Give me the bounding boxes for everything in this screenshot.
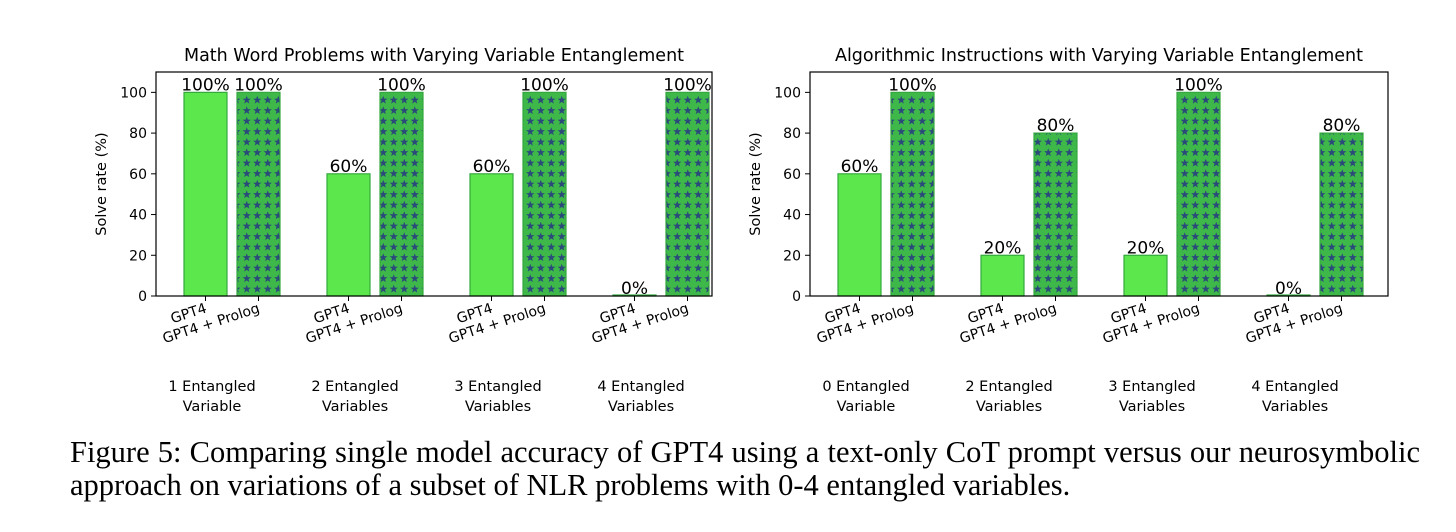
bar-gpt4-prolog [1319, 132, 1364, 297]
group-label: 1 Entangled [168, 379, 255, 395]
bar-gpt4 [469, 173, 514, 297]
group-label: Variable [183, 399, 242, 415]
bar-gpt4-prolog [522, 91, 567, 297]
data-label: 60% [473, 157, 511, 177]
chart-algorithmic-instructions: Algorithmic Instructions with Varying Va… [748, 46, 1389, 415]
y-tick-label: 100 [774, 85, 801, 101]
data-label: 100% [377, 75, 426, 95]
y-tick-label: 100 [120, 85, 147, 101]
bar-gpt4 [980, 254, 1025, 297]
y-tick-label: 20 [129, 248, 147, 264]
y-axis-label: Solve rate (%) [748, 132, 764, 235]
data-label: 0% [621, 279, 648, 299]
data-label: 100% [520, 75, 569, 95]
data-label: 100% [234, 75, 283, 95]
chart-math-word-problems: Math Word Problems with Varying Variable… [94, 46, 713, 415]
bar-gpt4-prolog [665, 91, 710, 297]
plot-frame [809, 71, 1389, 297]
y-tick-label: 80 [129, 126, 147, 142]
y-axis-label: Solve rate (%) [94, 132, 110, 235]
bar-gpt4 [326, 173, 371, 297]
y-tick-label: 60 [129, 167, 147, 183]
data-label: 20% [984, 238, 1022, 258]
chart-title: Algorithmic Instructions with Varying Va… [835, 46, 1363, 66]
data-label: 100% [888, 75, 937, 95]
bar-gpt4-prolog [379, 91, 424, 297]
group-label: 4 Entangled [597, 379, 684, 395]
data-label: 60% [841, 157, 879, 177]
group-label: 0 Entangled [822, 379, 909, 395]
bar-gpt4-prolog [1033, 132, 1078, 297]
group-label: Variables [608, 399, 674, 415]
group-label: 3 Entangled [454, 379, 541, 395]
chart-title: Math Word Problems with Varying Variable… [184, 46, 684, 66]
group-label: Variables [322, 399, 388, 415]
y-tick-label: 40 [783, 208, 801, 224]
data-label: 100% [663, 75, 712, 95]
group-label: Variable [837, 399, 896, 415]
bar-gpt4 [183, 91, 228, 297]
data-label: 20% [1127, 238, 1165, 258]
bar-gpt4-prolog [1176, 91, 1221, 297]
group-label: Variables [1119, 399, 1185, 415]
group-label: 2 Entangled [965, 379, 1052, 395]
group-label: Variables [976, 399, 1042, 415]
y-tick-label: 60 [783, 167, 801, 183]
data-label: 80% [1323, 116, 1361, 136]
group-label: 3 Entangled [1108, 379, 1195, 395]
figure-caption: Figure 5: Comparing single model accurac… [70, 435, 1420, 502]
y-tick-label: 0 [792, 289, 801, 305]
y-tick-label: 80 [783, 126, 801, 142]
data-label: 0% [1275, 279, 1302, 299]
plot-frame [155, 71, 713, 297]
group-label: Variables [465, 399, 531, 415]
y-tick-label: 0 [138, 289, 147, 305]
y-tick-label: 40 [129, 208, 147, 224]
data-label: 100% [1174, 75, 1223, 95]
y-tick-label: 20 [783, 248, 801, 264]
bar-gpt4 [837, 173, 882, 297]
data-label: 100% [181, 75, 230, 95]
bar-gpt4-prolog [236, 91, 281, 297]
data-label: 80% [1037, 116, 1075, 136]
group-label: Variables [1262, 399, 1328, 415]
data-label: 60% [330, 157, 368, 177]
group-label: 4 Entangled [1251, 379, 1338, 395]
bar-gpt4-prolog [890, 91, 935, 297]
bar-gpt4 [1123, 254, 1168, 297]
group-label: 2 Entangled [311, 379, 398, 395]
